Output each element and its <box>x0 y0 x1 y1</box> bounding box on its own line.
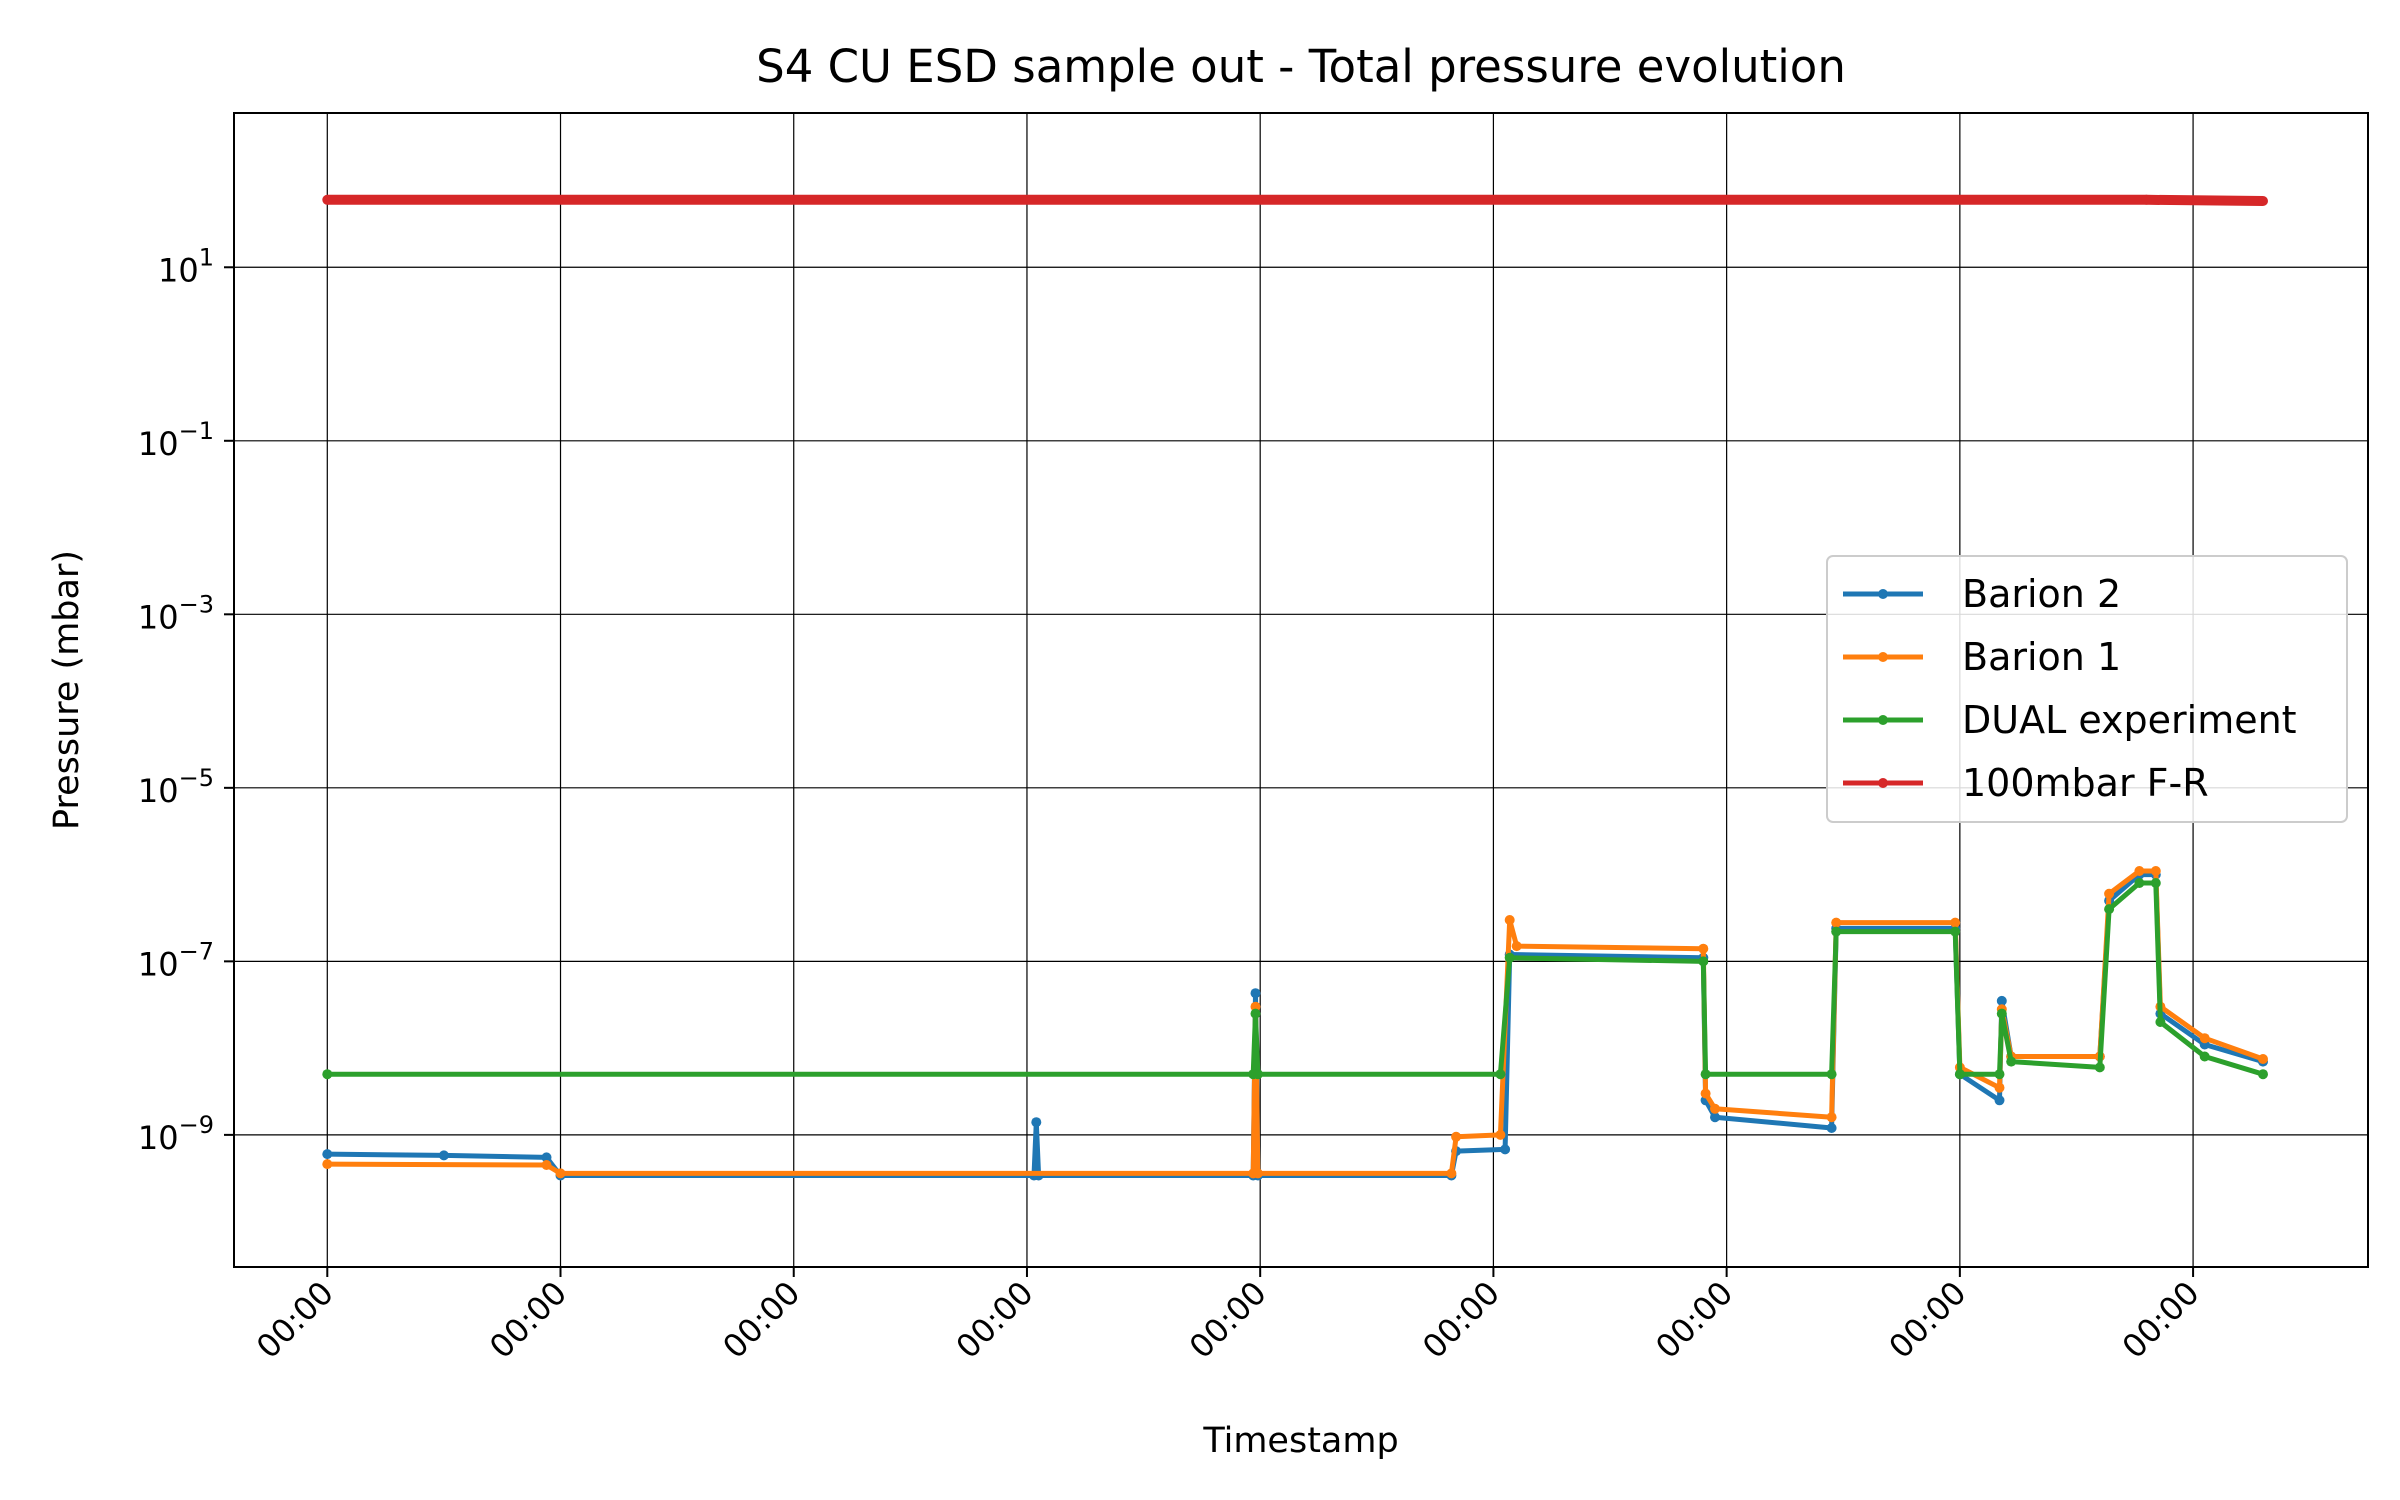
data-point <box>1954 1069 1965 1080</box>
legend-marker <box>1878 778 1888 788</box>
data-point <box>1826 1069 1837 1080</box>
data-point <box>1994 1095 2005 1106</box>
y-tick-label: 10−9 <box>138 1111 214 1157</box>
legend-label: 100mbar F-R <box>1962 761 2209 805</box>
y-tick-base: 10 <box>158 251 199 289</box>
data-point <box>1250 1008 1261 1019</box>
y-axis-label: Pressure (mbar) <box>47 550 87 830</box>
data-point <box>2094 1062 2105 1073</box>
y-tick-exponent: −5 <box>179 764 214 792</box>
y-tick-base: 10 <box>138 945 179 983</box>
y-tick-base: 10 <box>138 772 179 810</box>
data-point <box>1252 1069 1263 1080</box>
data-point <box>322 194 333 205</box>
y-tick-label: 10−5 <box>138 764 214 810</box>
data-point <box>555 1168 566 1179</box>
legend-marker <box>1878 589 1888 599</box>
series-line-2 <box>327 868 2264 1176</box>
data-point <box>1996 1008 2007 1019</box>
chart-title: S4 CU ESD sample out - Total pressure ev… <box>756 40 1846 93</box>
x-axis-label: Timestamp <box>1202 1421 1398 1461</box>
data-point <box>1504 952 1515 963</box>
y-tick-exponent: 1 <box>199 243 214 271</box>
data-point <box>2258 196 2268 206</box>
data-point <box>1950 917 1961 928</box>
data-point <box>1252 1168 1263 1179</box>
data-point <box>2199 1033 2210 1044</box>
y-tick-label: 10−7 <box>138 937 214 983</box>
data-point <box>2150 866 2161 876</box>
data-point <box>1495 1129 1506 1140</box>
y-tick-exponent: −9 <box>179 1111 214 1139</box>
data-point <box>1031 1117 1042 1128</box>
legend-label: DUAL experiment <box>1962 698 2297 742</box>
data-point <box>438 1150 449 1161</box>
data-point <box>2155 1017 2166 1027</box>
data-point <box>2104 904 2115 915</box>
y-tick-exponent: −7 <box>179 937 214 965</box>
plot-frame <box>233 112 2369 1268</box>
y-tick-base: 10 <box>138 425 179 463</box>
y-tick-label: 10−1 <box>138 417 214 463</box>
data-point <box>2134 878 2145 888</box>
y-tick-exponent: −3 <box>179 590 214 618</box>
data-point <box>1994 1082 2005 1093</box>
data-point <box>1700 1088 1711 1099</box>
data-point <box>1250 988 1261 999</box>
legend-label: Barion 2 <box>1962 572 2121 616</box>
data-point <box>2141 194 2152 205</box>
data-point <box>1495 1069 1506 1080</box>
y-tick-label: 10−3 <box>138 590 214 636</box>
data-point <box>1500 1144 1511 1155</box>
data-point <box>1994 1069 2005 1080</box>
data-point <box>2104 888 2115 899</box>
data-point <box>1831 917 1842 928</box>
data-point <box>322 1069 333 1080</box>
data-point <box>1826 1112 1837 1123</box>
data-point <box>1698 943 1709 954</box>
data-point <box>1996 995 2007 1006</box>
data-point <box>1250 1001 1261 1012</box>
data-point <box>1831 926 1842 937</box>
data-point <box>1698 956 1709 967</box>
data-point <box>1826 1123 1837 1133</box>
data-point <box>1710 1112 1720 1123</box>
data-point <box>322 1159 333 1170</box>
y-tick-base: 10 <box>138 598 179 636</box>
legend-box <box>1826 555 2348 823</box>
data-point <box>2199 1051 2210 1062</box>
data-point <box>541 1152 552 1163</box>
legend-label: Barion 1 <box>1962 635 2121 679</box>
data-point <box>322 1149 333 1160</box>
data-point <box>2006 1056 2017 1067</box>
data-point <box>2258 1054 2268 1064</box>
y-tick-exponent: −1 <box>179 417 214 445</box>
data-point <box>541 1160 552 1170</box>
grid <box>234 113 2368 1267</box>
data-point <box>1700 1069 1711 1080</box>
legend-marker <box>1878 652 1888 662</box>
legend-marker <box>1878 715 1888 725</box>
data-point <box>1710 1103 1720 1114</box>
data-point <box>2150 878 2161 888</box>
y-tick-base: 10 <box>138 1119 179 1157</box>
series-layer <box>322 194 2268 1181</box>
data-point <box>1446 1168 1457 1179</box>
series-line-4 <box>327 194 2264 206</box>
data-point <box>1511 941 1522 952</box>
data-point <box>1504 915 1515 925</box>
series-line-3 <box>327 880 2264 1077</box>
legend: Barion 2 Barion 1 DUAL experiment 100mbar F… <box>1826 555 2348 823</box>
data-point <box>1950 926 1961 937</box>
data-point <box>2258 1069 2268 1080</box>
data-point <box>2134 866 2145 876</box>
y-tick-label: 101 <box>158 243 214 289</box>
data-point <box>1451 1131 1462 1142</box>
